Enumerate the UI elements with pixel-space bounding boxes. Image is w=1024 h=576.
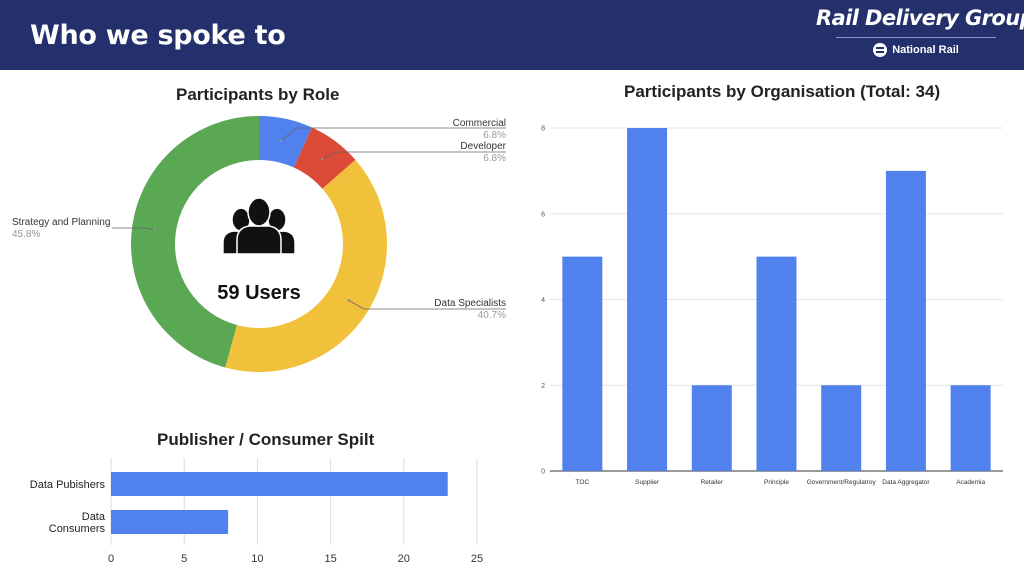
page-title: Who we spoke to	[30, 20, 286, 51]
vbar-bar	[691, 385, 732, 471]
donut-slice-data-specialists	[225, 159, 388, 372]
vbar-ytick-label: 8	[541, 126, 545, 133]
donut-label-commercial: Commercial	[453, 118, 506, 129]
donut-slice-commercial	[259, 116, 312, 168]
brand-logo: Rail Delivery Group National Rail	[816, 6, 1024, 57]
donut-leader-line-strategy-and-planning	[112, 227, 155, 231]
hbar-xtick-label: 10	[251, 553, 263, 565]
hbar-category-label: Consumers	[49, 523, 106, 535]
hbar-category-label: Data Pubishers	[30, 479, 106, 491]
header-bar: Who we spoke to Rail Delivery Group Nati…	[0, 0, 1024, 70]
donut-leader-line-commercial	[281, 127, 506, 141]
hbar-chart-title: Publisher / Consumer Spilt	[157, 430, 375, 449]
vbar-bar	[562, 256, 603, 471]
user-center-head	[247, 197, 271, 227]
hbar-xtick-label: 25	[471, 553, 483, 565]
donut-label-developer: Developer	[460, 141, 506, 152]
hbar-bar	[111, 472, 448, 496]
hbar-category-label: Data	[82, 511, 106, 523]
vbar-bar	[627, 128, 668, 471]
vbar-category-label: Academia	[956, 479, 985, 486]
hbar-xtick-label: 0	[108, 553, 114, 565]
donut-leader-line-developer	[322, 151, 506, 160]
hbar-xtick-label: 20	[398, 553, 410, 565]
donut-leader-line-data-specialists	[348, 299, 506, 310]
brand-name: Rail Delivery Group	[816, 6, 1024, 30]
bar-chart-title: Participants by Organisation (Total: 34)	[624, 82, 941, 101]
hbar-xtick-label: 15	[324, 553, 336, 565]
donut-label-data-specialists: Data Specialists	[434, 298, 506, 309]
hbar-bar	[111, 510, 229, 534]
vbar-category-label: Data Aggregator	[882, 479, 930, 486]
vbar-ytick-label: 2	[541, 383, 545, 390]
vbar-category-label: Principle	[764, 479, 789, 486]
vbar-ytick-label: 0	[541, 469, 545, 476]
users-icon	[222, 197, 296, 255]
donut-percent-developer: 6.8%	[483, 153, 506, 164]
vbar-category-label: Government/Regulatroy	[807, 479, 877, 486]
donut-chart-title: Participants by Role	[176, 85, 340, 104]
donut-percent-commercial: 6.8%	[483, 130, 506, 141]
vbar-bar	[756, 256, 797, 471]
brand-sub-label: National Rail	[892, 44, 959, 56]
vbar-category-label: Supplier	[635, 479, 660, 486]
national-rail-icon	[873, 43, 888, 57]
donut-center-label: 59 Users	[217, 282, 300, 304]
vbar-ytick-label: 6	[541, 211, 545, 218]
vbar-bar	[821, 385, 862, 471]
user-center-body	[236, 225, 282, 255]
donut-percent-strategy-and-planning: 45.8%	[12, 229, 40, 240]
brand-sub: National Rail	[816, 43, 1016, 57]
vbar-category-label: TOC	[576, 479, 590, 486]
vbar-bar	[885, 170, 926, 471]
vbar-ytick-label: 4	[541, 297, 545, 304]
hbar-xtick-label: 5	[181, 553, 187, 565]
donut-slice-strategy-and-planning	[131, 116, 259, 368]
brand-divider	[836, 37, 996, 38]
vbar-category-label: Retailer	[701, 479, 724, 486]
vbar-bar	[950, 385, 991, 471]
donut-label-strategy-and-planning: Strategy and Planning	[12, 217, 110, 228]
donut-percent-data-specialists: 40.7%	[478, 310, 506, 321]
